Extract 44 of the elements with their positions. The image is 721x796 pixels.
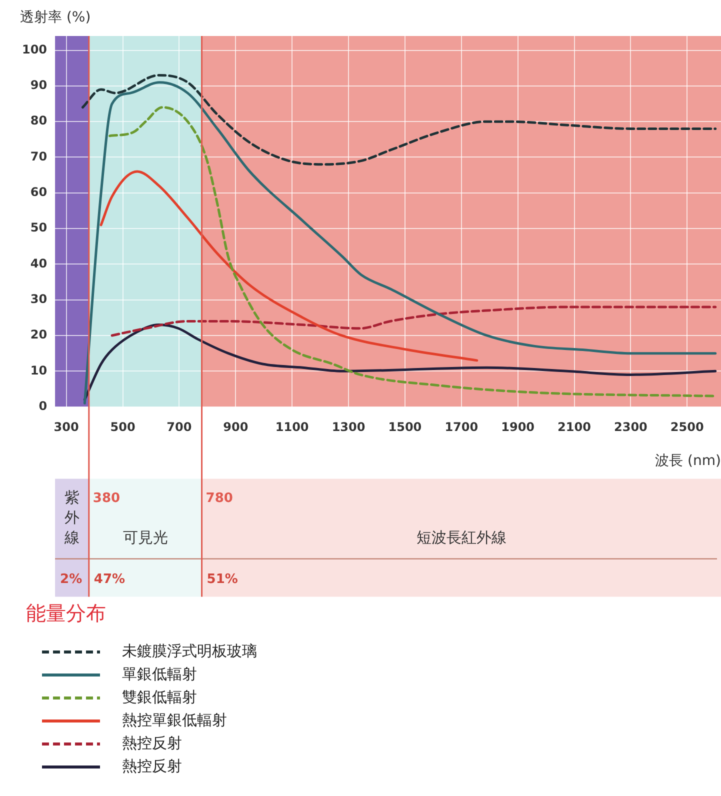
y-tick-label: 40 [30,256,48,270]
y-tick-label: 30 [30,292,48,306]
x-tick-label: 900 [223,420,248,434]
text: 短波長紅外線 [416,528,506,547]
x-tick-label: 300 [54,420,79,434]
legend-label: 熱控反射 [122,734,182,753]
legend-label: 熱控單銀低輻射 [122,711,227,730]
x-tick-label: 1700 [444,420,478,434]
x-tick-label: 1300 [332,420,366,434]
x-axis-title: 波長 (nm) [655,453,721,470]
y-tick-label: 10 [30,363,48,378]
x-tick-label: 1900 [501,420,535,434]
y-tick-label: 50 [30,220,48,235]
ref-line-label: 780 [206,491,233,506]
y-axis-title: 透射率 (%) [20,10,91,26]
text: 47% [94,572,126,588]
line-series [100,170,478,362]
x-tick-label: 1100 [275,420,309,434]
x-tick-label: 2500 [670,420,704,434]
line-series [83,324,717,401]
text: 51% [206,572,238,588]
y-tick-label: 90 [30,78,48,92]
text: 能量分布 [26,601,106,626]
ref-line-label: 380 [92,491,120,506]
line-series [110,306,717,337]
y-tick-label: 60 [30,185,48,199]
x-tick-label: 2300 [614,420,648,434]
text: 可見光 [122,528,168,547]
x-tick-label: 1500 [388,420,422,434]
legend-label: 單銀低輻射 [122,665,197,684]
y-tick-label: 80 [30,114,48,128]
text: 2% [60,572,82,588]
y-tick-label: 20 [30,328,48,342]
y-tick-label: 0 [38,398,48,413]
text: 紫外線 [63,488,80,547]
legend-label: 未鍍膜浮式明板玻璃 [122,642,257,661]
x-tick-label: 2100 [558,420,591,434]
line-series [81,74,717,166]
y-tick-label: 100 [22,42,48,56]
legend-label: 熱控反射 [122,757,182,776]
x-tick-label: 500 [110,420,136,434]
y-tick-label: 70 [30,149,48,164]
x-tick-label: 700 [166,420,192,434]
legend-label: 雙銀低輻射 [122,688,197,707]
